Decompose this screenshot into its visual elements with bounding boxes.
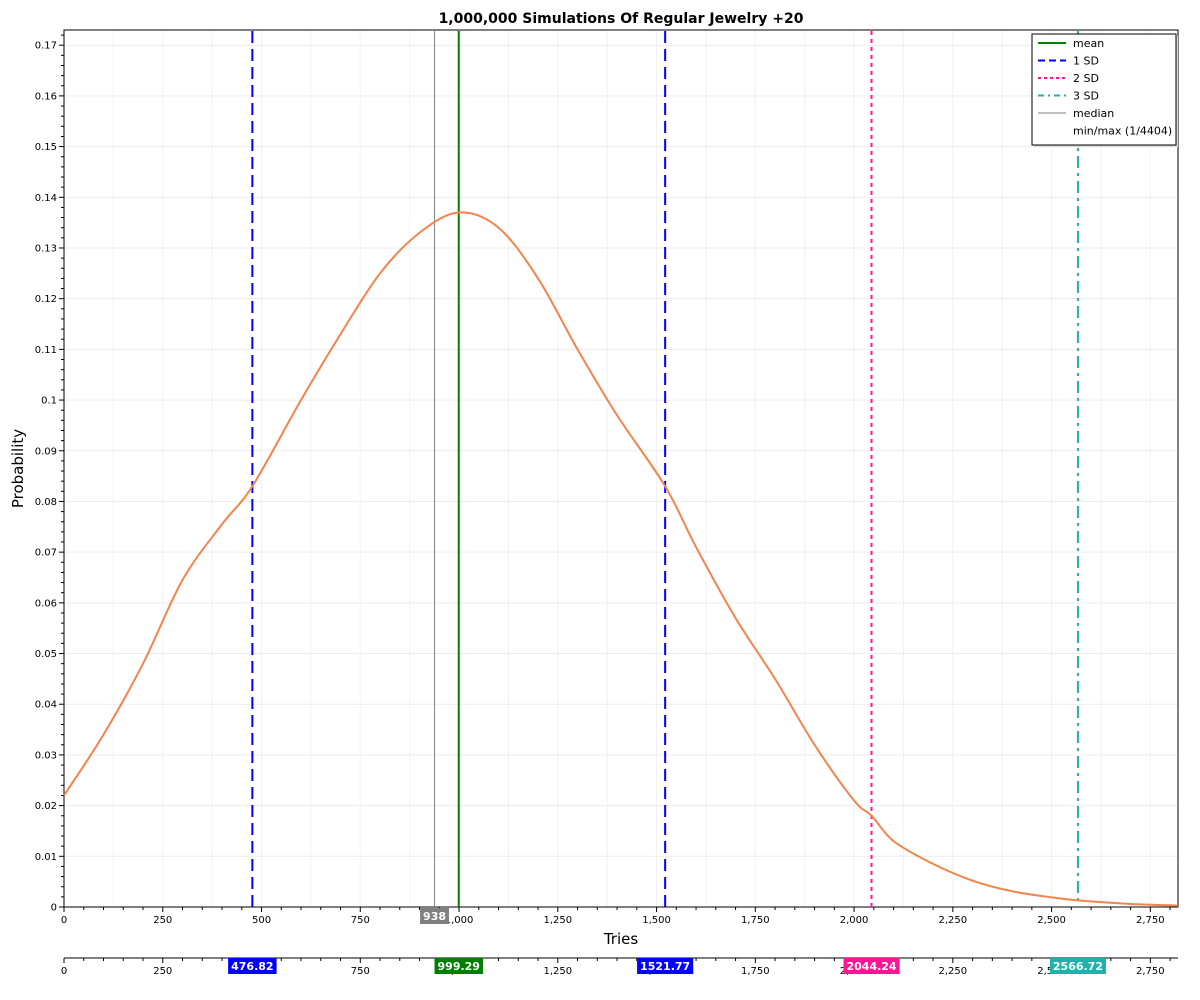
y-tick-label: 0.06: [35, 598, 57, 609]
y-tick-label: 0.12: [35, 294, 57, 305]
x-tick-label: 2,500: [1037, 915, 1066, 926]
marker-2-sd: 2044.24: [843, 958, 900, 974]
y-tick-label: 0.03: [35, 750, 57, 761]
y-tick-label: 0.16: [35, 91, 57, 102]
marker-1-sd: 476.82: [228, 958, 277, 974]
legend-label: 1 SD: [1073, 55, 1099, 68]
marker-box: [434, 958, 483, 974]
y-tick-label: 0: [51, 903, 57, 914]
y-tick-label: 0.15: [35, 142, 57, 153]
axes: [59, 29, 1179, 963]
x-tick-label: 1,250: [543, 915, 572, 926]
legend-entry: 2 SD: [1038, 72, 1099, 85]
x-tick-label: 2,250: [939, 915, 968, 926]
y-tick-label: 0.11: [35, 345, 57, 356]
y-tick-label: 0.09: [35, 446, 57, 457]
legend-entry: min/max (1/4404): [1073, 125, 1172, 138]
legend-entry: median: [1038, 107, 1114, 120]
x-tick-label: 2,000: [840, 915, 869, 926]
tick-labels: 0 0.01 0.02 0.03 0.04 0.05 0.06 0.07 0.08 0.09 0.1…: [35, 41, 1165, 977]
marker-box: [637, 958, 694, 974]
marker-median: 938: [420, 908, 450, 924]
marker-label: 938: [423, 910, 446, 923]
marker-box: [843, 958, 900, 974]
secondary-x-tick-label: 2,750: [1136, 966, 1165, 977]
y-tick-label: 0.02: [35, 801, 57, 812]
y-tick-label: 0.04: [35, 700, 57, 711]
marker-label: 999.29: [438, 960, 480, 973]
x-tick-label: 500: [252, 915, 271, 926]
x-tick-label: 0: [61, 915, 67, 926]
marker-label: 1521.77: [640, 960, 690, 973]
x-tick-label: 1,000: [445, 915, 474, 926]
y-tick-label: 0.08: [35, 497, 57, 508]
probability-curve: [63, 211, 1179, 907]
x-tick-label: 1,750: [741, 915, 770, 926]
secondary-x-tick-label: 750: [351, 966, 370, 977]
legend-entry: 3 SD: [1038, 90, 1099, 103]
legend: mean 1 SD 2 SD 3 SD median min/max (1/4404): [1031, 33, 1178, 147]
legend-label: 2 SD: [1073, 72, 1099, 85]
marker-mean: 999.29: [434, 958, 483, 974]
y-tick-label: 0.1: [41, 396, 57, 407]
y-tick-label: 0.14: [35, 193, 57, 204]
y-axis-title: Probability: [9, 429, 27, 508]
legend-label: median: [1073, 107, 1114, 120]
chart-title: 1,000,000 Simulations Of Regular Jewelry…: [439, 11, 804, 27]
value-markers: 999.29 476.82 1521.77 2044.24 2566.72 938: [228, 908, 1107, 974]
x-tick-label: 750: [351, 915, 370, 926]
plot-frame: [63, 29, 1179, 908]
legend-entry: 1 SD: [1038, 55, 1099, 68]
x-axis-title: Tries: [603, 930, 639, 948]
series: [63, 211, 1179, 907]
marker-label: 2566.72: [1053, 960, 1103, 973]
secondary-x-tick-label: 2,250: [939, 966, 968, 977]
reference-lines: [251, 31, 1079, 907]
marker-box: [1049, 958, 1107, 974]
y-tick-label: 0.13: [35, 243, 57, 254]
legend-box: [1031, 33, 1177, 146]
legend-label: min/max (1/4404): [1073, 125, 1172, 138]
grid: [63, 30, 1178, 908]
x-tick-label: 1,500: [642, 915, 671, 926]
legend-entry: mean: [1038, 37, 1104, 50]
secondary-x-tick-label: 250: [153, 966, 172, 977]
legend-label: mean: [1073, 37, 1104, 50]
y-tick-label: 0.01: [35, 852, 57, 863]
x-tick-label: 2,750: [1136, 915, 1165, 926]
marker-label: 476.82: [231, 960, 273, 973]
secondary-x-tick-label: 1,750: [741, 966, 770, 977]
y-tick-label: 0.17: [35, 41, 57, 52]
marker-box: [228, 958, 277, 974]
marker-box: [420, 908, 450, 924]
y-tick-label: 0.07: [35, 548, 57, 559]
y-tick-label: 0.05: [35, 649, 57, 660]
legend-label: 3 SD: [1073, 90, 1099, 103]
x-tick-label: 250: [153, 915, 172, 926]
marker-3-sd: 2566.72: [1049, 958, 1107, 974]
marker-label: 2044.24: [846, 960, 896, 973]
marker-1-sd: 1521.77: [637, 958, 694, 974]
secondary-x-tick-label: 0: [61, 966, 67, 977]
secondary-x-tick-label: 1,250: [543, 966, 572, 977]
